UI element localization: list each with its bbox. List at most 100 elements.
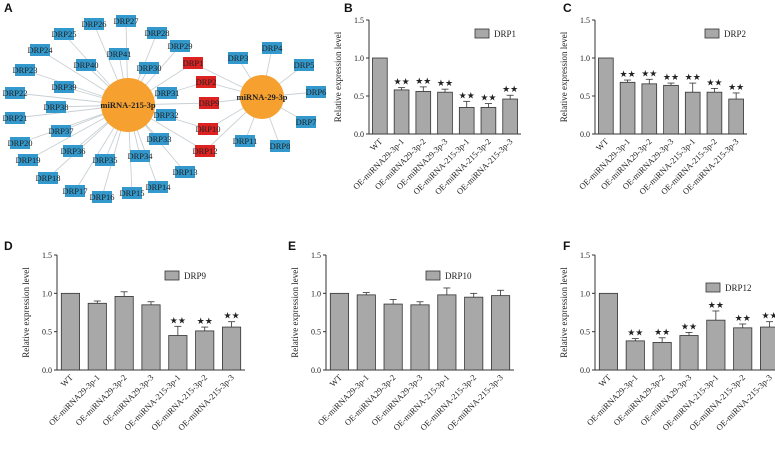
node-drp15-box bbox=[122, 187, 142, 199]
node-drp24-label: DRP24 bbox=[27, 45, 53, 55]
node-drp20-box bbox=[10, 137, 30, 149]
hub-mirna-29-3p-label: miRNA-29-3p bbox=[237, 92, 288, 102]
chart-c-significance: ★★ bbox=[663, 72, 679, 82]
chart-f-legend-swatch bbox=[705, 282, 721, 293]
panel-label-f: F bbox=[563, 239, 570, 253]
chart-d-ytick-label: 1.0 bbox=[42, 289, 52, 298]
node-drp1-box bbox=[183, 57, 203, 69]
node-drp6-box bbox=[306, 86, 326, 98]
chart-e-bar bbox=[329, 292, 349, 371]
chart-f-significance: ★★ bbox=[681, 321, 697, 331]
chart-d-ytick-label: 1.5 bbox=[42, 251, 52, 260]
node-drp40-box bbox=[76, 59, 96, 71]
chart-e-bar bbox=[491, 295, 511, 371]
chart-b-bar bbox=[502, 98, 518, 135]
chart-e-legend-swatch bbox=[425, 270, 441, 281]
node-drp5-box bbox=[294, 59, 314, 71]
chart-e-bar bbox=[383, 303, 403, 371]
node-drp35-label: DRP35 bbox=[92, 155, 117, 165]
panel-label-d: D bbox=[4, 239, 13, 253]
chart-b-significance: ★★ bbox=[502, 84, 518, 94]
chart-d-bar bbox=[168, 335, 188, 371]
node-drp39-label: DRP39 bbox=[51, 82, 76, 92]
chart-c-bar bbox=[663, 84, 679, 135]
node-drp17-label: DRP17 bbox=[62, 186, 87, 196]
node-drp37-label: DRP37 bbox=[48, 126, 73, 136]
chart-b-legend-swatch bbox=[474, 28, 490, 39]
chart-f-significance: ★★ bbox=[708, 300, 724, 310]
chart-c-ytick-label: 0.5 bbox=[580, 92, 590, 101]
panel-labels: A B C D E F bbox=[4, 1, 572, 253]
node-drp3-label: DRP3 bbox=[228, 53, 249, 63]
node-drp31-label: DRP31 bbox=[154, 88, 179, 98]
chart-b-bar bbox=[393, 89, 410, 135]
node-drp4-label: DRP4 bbox=[262, 43, 284, 53]
node-drp30-box bbox=[139, 62, 159, 74]
chart-f-bar bbox=[733, 327, 753, 371]
chart-d-ylabel: Relative expression level bbox=[21, 267, 31, 358]
panel-label-c: C bbox=[563, 1, 572, 15]
node-drp7-box bbox=[296, 116, 316, 128]
node-drp29-box bbox=[170, 40, 190, 52]
chart-e-bar bbox=[356, 294, 376, 371]
chart-b-bar bbox=[415, 91, 432, 135]
chart-d-significance: ★★ bbox=[197, 316, 213, 326]
node-drp12-label: DRP12 bbox=[192, 146, 217, 156]
chart-e: 0.0 0.5 1.0 1.5 Relative expression level DRP… bbox=[290, 251, 514, 433]
chart-b-ytick-label: 0.0 bbox=[354, 130, 364, 139]
node-drp23-label: DRP23 bbox=[12, 65, 37, 75]
node-drp10-box bbox=[198, 123, 218, 135]
chart-f-bar bbox=[598, 292, 618, 371]
node-drp34-label: DRP34 bbox=[127, 151, 153, 161]
chart-e-xtick-label: WT bbox=[327, 372, 344, 389]
chart-f-significance: ★★ bbox=[654, 327, 670, 337]
chart-c-xtick-label: WT bbox=[594, 136, 611, 153]
chart-d-legend-label: DRP9 bbox=[184, 271, 207, 281]
chart-b-xtick-label: WT bbox=[368, 136, 385, 153]
bar-chart-panels: 0.0 0.5 1.0 1.5 Relative expression level DRP… bbox=[21, 16, 775, 433]
chart-f-bar bbox=[706, 319, 726, 371]
node-drp36-box bbox=[63, 145, 83, 157]
chart-f-ytick-label: 1.0 bbox=[580, 289, 590, 298]
chart-c-significance: ★★ bbox=[706, 77, 722, 87]
node-drp2-label: DRP2 bbox=[196, 77, 217, 87]
chart-c-ytick-label: 1.5 bbox=[580, 16, 590, 25]
node-drp1-label: DRP1 bbox=[183, 58, 204, 68]
panel-label-e: E bbox=[288, 239, 296, 253]
chart-b-ylabel: Relative expression level bbox=[333, 31, 343, 122]
chart-f-significance: ★★ bbox=[735, 313, 751, 323]
chart-d-significance: ★★ bbox=[170, 315, 186, 325]
chart-d: 0.0 0.5 1.0 1.5 Relative expression level DRP… bbox=[21, 251, 245, 433]
node-drp9-box bbox=[199, 97, 219, 109]
node-drp32-label: DRP32 bbox=[153, 110, 178, 120]
chart-c-bar bbox=[706, 91, 723, 135]
chart-d-xtick-label: WT bbox=[58, 372, 75, 389]
node-drp25-box bbox=[54, 28, 74, 40]
chart-f-bar bbox=[679, 335, 699, 371]
chart-f-ytick-label: 0.5 bbox=[580, 328, 590, 337]
chart-c-legend-swatch bbox=[704, 28, 720, 39]
node-drp6-label: DRP6 bbox=[306, 87, 327, 97]
node-drp13-label: DRP13 bbox=[172, 167, 197, 177]
chart-b-ytick-label: 0.5 bbox=[354, 92, 364, 101]
hub-mirna-215-3p-label: miRNA-215-3p bbox=[100, 100, 156, 110]
node-drp18-box bbox=[38, 172, 58, 184]
node-drp11-label: DRP11 bbox=[233, 136, 258, 146]
chart-b-significance: ★★ bbox=[415, 76, 431, 86]
node-drp23-box bbox=[15, 64, 35, 76]
chart-b-significance: ★★ bbox=[394, 77, 410, 87]
chart-f-bar bbox=[625, 340, 645, 371]
node-drp22-label: DRP22 bbox=[2, 88, 27, 98]
chart-e-ytick-label: 0.5 bbox=[311, 328, 321, 337]
node-drp16-label: DRP16 bbox=[89, 192, 114, 202]
chart-d-significance: ★★ bbox=[224, 311, 240, 321]
node-drp18-label: DRP18 bbox=[35, 173, 60, 183]
node-drp8-box bbox=[270, 140, 290, 152]
chart-b-ytick-label: 1.0 bbox=[354, 54, 364, 63]
node-drp20-label: DRP20 bbox=[7, 138, 32, 148]
node-drp9-label: DRP9 bbox=[199, 98, 220, 108]
node-drp2-box bbox=[196, 76, 216, 88]
chart-e-legend-label: DRP10 bbox=[445, 271, 472, 281]
